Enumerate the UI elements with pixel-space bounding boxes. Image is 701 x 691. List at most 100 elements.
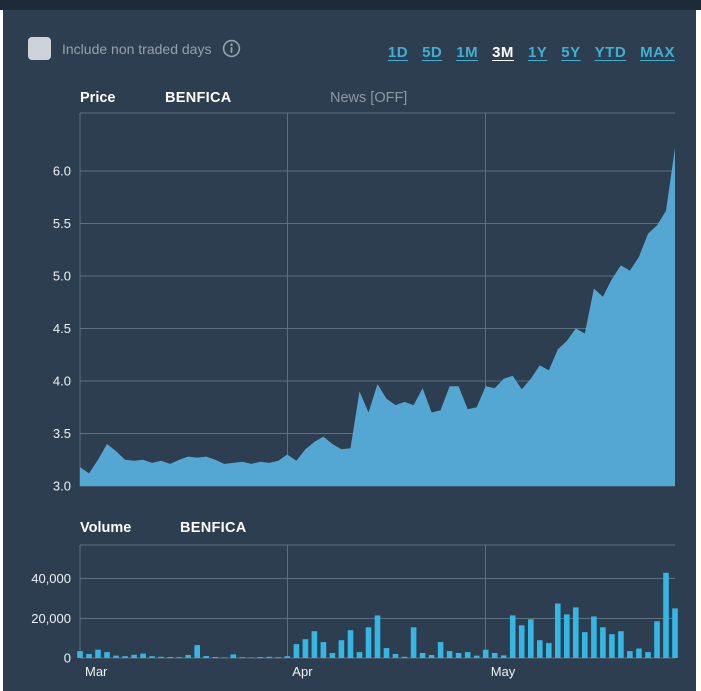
volume-bar [455, 653, 462, 658]
include-non-traded-days-checkbox[interactable] [28, 37, 51, 60]
volume-bar [410, 627, 417, 658]
volume-bar [149, 656, 155, 658]
y-tick-label: 4.0 [53, 373, 71, 388]
volume-bar [392, 654, 399, 658]
chart-panel: Include non traded days 1D 5D 1M 3M 1Y 5… [3, 10, 696, 691]
range-3m[interactable]: 3M [492, 44, 514, 61]
volume-bar [491, 653, 498, 658]
volume-bar [248, 657, 255, 658]
price-area [80, 147, 675, 486]
volume-bar [573, 607, 579, 658]
volume-bar [383, 648, 390, 658]
volume-bar [518, 625, 525, 658]
volume-bar [591, 616, 597, 658]
window-top-edge [0, 0, 701, 10]
volume-bar [203, 656, 209, 658]
volume-bar [528, 619, 534, 658]
volume-chart[interactable]: 0 20,000 40,000 Mar Apr May [3, 543, 696, 691]
volume-bar [302, 639, 309, 658]
volume-bar [131, 654, 137, 658]
volume-bar [600, 627, 606, 658]
volume-bar [636, 648, 642, 658]
volume-bar [464, 652, 471, 658]
range-1d[interactable]: 1D [387, 44, 409, 61]
price-chart-symbol: BENFICA [165, 90, 232, 106]
range-selector: 1D 5D 1M 3M 1Y 5Y YTD MAX [388, 44, 675, 61]
volume-bar [221, 657, 227, 658]
volume-bar [257, 657, 264, 658]
range-1m[interactable]: 1M [456, 44, 479, 61]
volume-bar [329, 653, 336, 658]
range-5d[interactable]: 5D [422, 44, 443, 61]
volume-bar [509, 615, 516, 658]
volume-bar [140, 653, 146, 658]
volume-bar [356, 652, 363, 658]
volume-bar [212, 657, 218, 658]
volume-bar [663, 572, 669, 658]
volume-bar [582, 632, 588, 658]
volume-bar [293, 644, 300, 658]
volume-bar [266, 656, 273, 658]
y-tick-label: 3.5 [53, 426, 71, 441]
volume-bar [546, 643, 552, 658]
month-label: Mar [85, 664, 108, 679]
y-tick-label: 40,000 [31, 571, 71, 586]
y-tick-label: 0 [64, 651, 71, 666]
volume-bar [122, 656, 128, 658]
volume-bar [564, 614, 570, 658]
volume-bar [284, 656, 291, 658]
range-max[interactable]: MAX [640, 44, 675, 61]
volume-bar [374, 615, 381, 658]
volume-bar [239, 657, 246, 658]
info-icon[interactable] [222, 39, 241, 58]
volume-bar [609, 634, 615, 658]
volume-bar [428, 655, 435, 658]
volume-bar [446, 651, 453, 658]
range-5y[interactable]: 5Y [561, 44, 581, 61]
volume-bar [618, 631, 624, 658]
volume-bar [482, 649, 489, 658]
volume-bar [365, 627, 372, 658]
volume-chart-symbol: BENFICA [180, 520, 247, 536]
range-1y[interactable]: 1Y [527, 44, 548, 61]
volume-bar [167, 657, 173, 658]
y-tick-label: 3.0 [53, 479, 71, 494]
y-tick-label: 6.0 [53, 163, 71, 178]
volume-bar [500, 655, 507, 658]
volume-bar [230, 654, 237, 658]
range-ytd[interactable]: YTD [594, 44, 627, 61]
volume-bar [185, 655, 191, 658]
volume-chart-title: Volume [80, 520, 132, 536]
volume-bar [95, 649, 101, 658]
volume-bar [401, 656, 408, 658]
volume-bar [320, 642, 327, 658]
non-traded-days-control: Include non traded days [28, 37, 241, 60]
volume-bar [104, 652, 110, 658]
y-tick-label: 5.5 [53, 216, 71, 231]
volume-bar [672, 608, 678, 658]
volume-bar [347, 630, 354, 658]
month-label: Apr [292, 664, 313, 679]
news-toggle[interactable]: News [OFF] [330, 90, 408, 106]
volume-bar [654, 621, 660, 658]
volume-bar [158, 656, 164, 658]
volume-bar [627, 651, 633, 658]
volume-bar [311, 631, 318, 658]
y-tick-label: 20,000 [31, 611, 71, 626]
volume-bar [77, 651, 83, 658]
volume-bar [473, 655, 480, 658]
volume-bar [555, 603, 561, 658]
checkbox-label: Include non traded days [62, 40, 212, 57]
volume-bar [645, 652, 651, 658]
y-tick-label: 4.5 [53, 321, 71, 336]
price-chart[interactable]: 3.0 3.5 4.0 4.5 5.0 5.5 6.0 [3, 111, 696, 505]
volume-bar [194, 645, 200, 658]
volume-bar [419, 653, 426, 658]
month-label: May [491, 664, 516, 679]
volume-bar [275, 657, 282, 658]
y-tick-label: 5.0 [53, 268, 71, 283]
volume-bar [176, 657, 182, 658]
volume-bar [537, 640, 543, 658]
volume-bar [338, 640, 345, 658]
price-chart-title: Price [80, 90, 116, 106]
